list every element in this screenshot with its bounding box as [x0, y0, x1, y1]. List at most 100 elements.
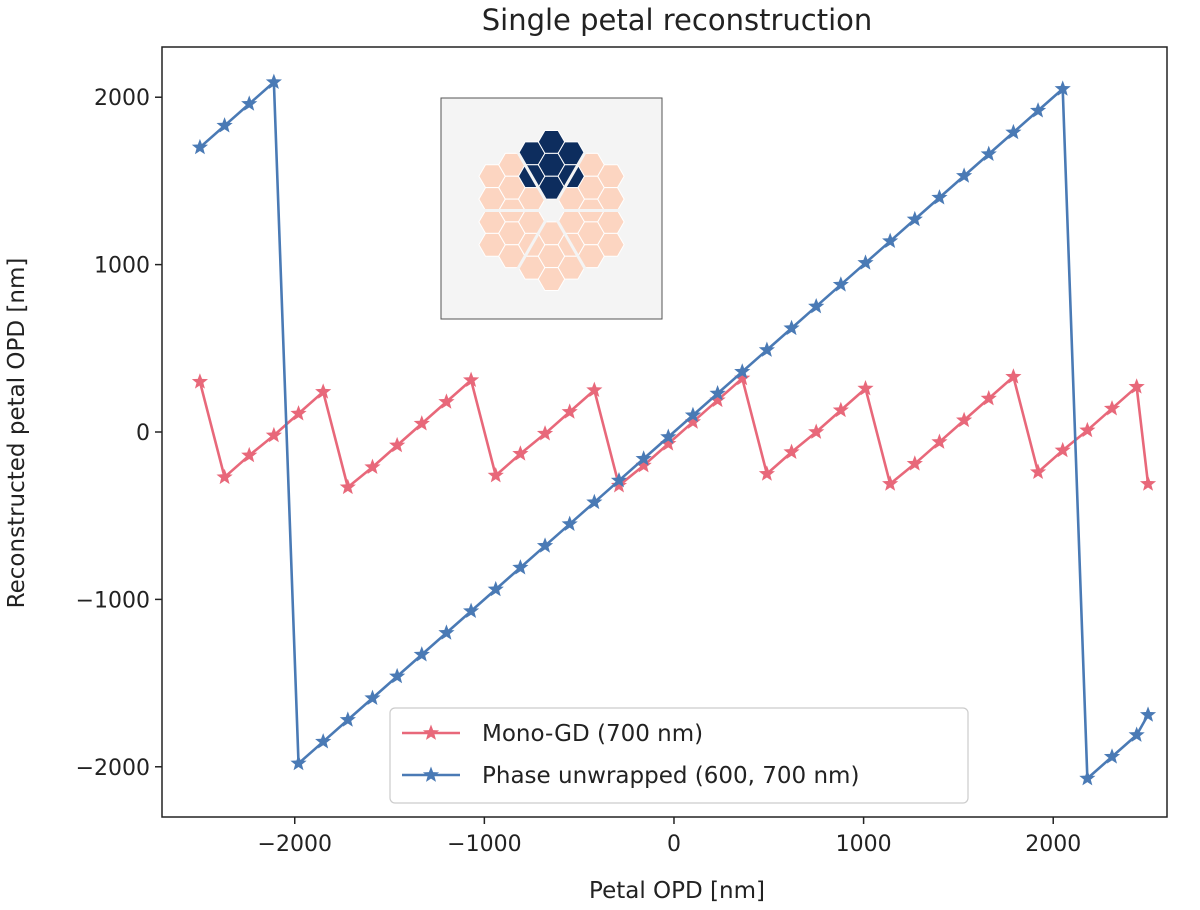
data-point [832, 276, 849, 292]
data-point [660, 428, 677, 444]
data-point [561, 403, 578, 419]
data-point [463, 371, 480, 387]
data-point [1054, 441, 1071, 458]
data-point [906, 455, 923, 471]
inset-segment [597, 232, 625, 257]
x-axis-label: Petal OPD [nm] [589, 878, 765, 904]
data-point [438, 393, 455, 409]
data-point [561, 515, 578, 531]
y-tick-label: 2000 [94, 86, 150, 111]
data-point [413, 646, 430, 662]
data-point [980, 390, 997, 406]
data-point [709, 385, 726, 401]
data-point [931, 433, 948, 449]
data-point [216, 117, 233, 133]
data-point [882, 232, 899, 249]
data-point [1139, 475, 1157, 491]
legend-label: Mono-GD (700 nm) [482, 721, 703, 747]
data-point [536, 537, 554, 553]
x-tick-label: 1000 [836, 832, 892, 857]
x-tick-label: 2000 [1025, 832, 1081, 857]
data-point [832, 401, 849, 418]
data-point [783, 319, 800, 336]
inset-spider [550, 209, 608, 307]
data-point [339, 478, 356, 495]
data-point [512, 559, 529, 575]
series-line [199, 80, 1150, 780]
inset-spider [495, 209, 553, 307]
data-point [931, 189, 948, 205]
data-point [1005, 368, 1022, 384]
inset-spider [550, 114, 608, 212]
data-point [734, 369, 751, 386]
data-point [364, 458, 381, 475]
legend-marker [422, 724, 440, 740]
data-point [265, 73, 282, 90]
data-point [389, 667, 406, 684]
legend-box [389, 707, 969, 804]
data-point [463, 602, 480, 618]
data-point [709, 391, 726, 408]
data-point [610, 472, 628, 488]
data-point [1079, 421, 1096, 438]
series-line [198, 375, 1150, 489]
x-tick-label: 0 [667, 832, 681, 857]
data-point [389, 436, 406, 453]
data-point [487, 580, 504, 597]
data-point [1029, 463, 1047, 480]
series-1 [191, 368, 1157, 495]
series-2 [191, 73, 1157, 786]
data-point [512, 445, 529, 461]
y-tick-label: 1000 [94, 254, 150, 279]
data-point [315, 383, 332, 399]
inset-spider [495, 114, 553, 212]
data-point [315, 733, 332, 749]
y-axis-label: Reconstructed petal OPD [nm] [4, 258, 30, 609]
data-point [1079, 770, 1096, 786]
legend-label: Phase unwrapped (600, 700 nm) [482, 763, 859, 789]
data-point [906, 210, 923, 227]
legend-entry: Mono-GD (700 nm) [402, 721, 703, 747]
data-point [413, 415, 430, 431]
data-point [758, 465, 775, 481]
data-point [1029, 102, 1047, 118]
y-tick-label: 0 [136, 421, 150, 446]
data-point [857, 254, 874, 270]
series-layer [191, 73, 1157, 786]
data-point [1005, 123, 1022, 140]
data-point [783, 443, 800, 459]
data-point [635, 450, 652, 466]
data-point [635, 456, 652, 473]
data-point [265, 426, 282, 443]
data-point [734, 363, 751, 379]
data-point [956, 167, 973, 183]
data-point [1128, 726, 1145, 742]
data-point [808, 423, 825, 439]
data-point [290, 405, 307, 421]
data-point [241, 95, 258, 111]
data-point [857, 379, 874, 396]
data-point [216, 468, 233, 485]
data-point [487, 467, 504, 483]
plot-area [161, 46, 1168, 818]
data-point [980, 145, 997, 162]
data-point [1103, 400, 1121, 416]
data-point [290, 754, 307, 771]
legend-marker [422, 766, 440, 782]
data-point [660, 435, 677, 451]
data-point [191, 373, 209, 389]
y-tick-label: −2000 [76, 756, 150, 781]
data-point [241, 446, 258, 463]
data-point [586, 493, 603, 510]
x-tick-label: −1000 [447, 832, 521, 857]
data-point [191, 138, 209, 155]
data-point [610, 477, 628, 493]
chart-title: Single petal reconstruction [482, 3, 873, 37]
data-point [536, 425, 554, 441]
x-tick-label: −2000 [258, 832, 332, 857]
segmented-pupil-inset [440, 97, 663, 320]
data-point [684, 413, 702, 429]
data-point [758, 341, 775, 357]
data-point [364, 689, 381, 706]
